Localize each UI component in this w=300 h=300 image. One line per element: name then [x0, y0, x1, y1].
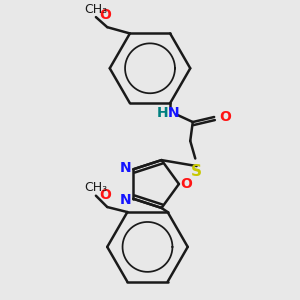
- Text: N: N: [120, 193, 132, 207]
- Text: CH₃: CH₃: [84, 3, 107, 16]
- Text: H: H: [157, 106, 168, 120]
- Text: O: O: [181, 177, 192, 191]
- Text: O: O: [99, 8, 111, 22]
- Text: N: N: [168, 106, 180, 120]
- Text: N: N: [120, 161, 132, 175]
- Text: CH₃: CH₃: [84, 182, 107, 194]
- Text: O: O: [99, 188, 111, 202]
- Text: S: S: [191, 164, 202, 178]
- Text: O: O: [219, 110, 231, 124]
